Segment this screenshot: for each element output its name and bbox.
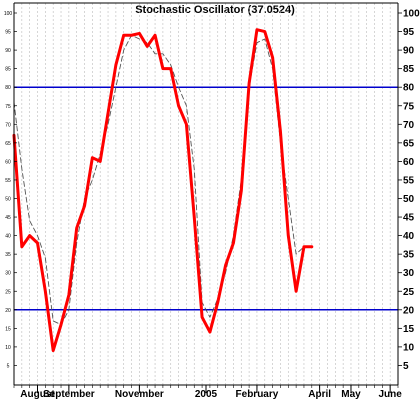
y-tick-label-right: 75 <box>403 101 415 112</box>
x-tick-label: 2005 <box>195 389 218 400</box>
y-tick-label-left: 45 <box>5 215 11 221</box>
y-tick-label-right: 55 <box>403 175 415 186</box>
y-tick-label-left: 50 <box>5 197 11 203</box>
x-tick-label: June <box>378 389 402 400</box>
y-tick-label-left: 75 <box>5 104 11 110</box>
y-tick-label-left: 25 <box>5 289 11 295</box>
y-tick-label-left: 90 <box>5 48 11 54</box>
x-tick-label: September <box>43 389 95 400</box>
x-tick-label: November <box>115 389 164 400</box>
y-tick-label-right: 80 <box>403 83 415 94</box>
y-tick-label-right: 25 <box>403 287 415 298</box>
y-tick-label-right: 50 <box>403 194 415 205</box>
y-tick-label-right: 5 <box>403 361 409 372</box>
y-tick-label-left: 95 <box>5 30 11 36</box>
y-tick-label-right: 30 <box>403 268 415 279</box>
y-tick-label-right: 100 <box>403 9 420 20</box>
y-tick-label-right: 45 <box>403 213 415 224</box>
y-tick-label-left: 65 <box>5 141 11 147</box>
y-axis-left: 5 10 15 20 25 30 35 40 45 50 55 60 65 70 75 80 85 90 95 100 <box>4 11 17 369</box>
y-tick-label-left: 10 <box>5 345 11 351</box>
y-tick-label-right: 95 <box>403 27 415 38</box>
y-tick-label-left: 20 <box>5 308 11 314</box>
y-tick-label-right: 15 <box>403 324 415 335</box>
series-lines <box>12 28 314 353</box>
y-tick-label-right: 65 <box>403 138 415 149</box>
y-tick-label-left: 80 <box>5 85 11 91</box>
y-tick-label-left: 85 <box>5 67 11 73</box>
x-tick-label: April <box>308 389 331 400</box>
chart-title: Stochastic Oscillator (37.0524) <box>135 4 295 16</box>
y-tick-label-left: 55 <box>5 178 11 184</box>
y-tick-label-left: 40 <box>5 234 11 240</box>
x-tick-label: February <box>236 389 279 400</box>
stochastic-line-solid <box>12 28 314 353</box>
x-tick-label: August <box>20 389 55 400</box>
x-tick-label: May <box>341 389 361 400</box>
y-tick-label-left: 5 <box>7 363 10 369</box>
y-tick-label-left: 30 <box>5 271 11 277</box>
y-tick-label-left: 100 <box>4 11 13 17</box>
y-tick-label-right: 20 <box>403 305 415 316</box>
y-tick-label-right: 70 <box>403 120 415 131</box>
y-tick-label-left: 35 <box>5 252 11 258</box>
y-tick-label-right: 40 <box>403 231 415 242</box>
y-tick-label-left: 15 <box>5 326 11 332</box>
y-tick-label-right: 60 <box>403 157 415 168</box>
y-tick-label-right: 90 <box>403 46 415 57</box>
y-tick-label-left: 60 <box>5 159 11 165</box>
y-tick-label-right: 10 <box>403 342 415 353</box>
y-tick-label-left: 70 <box>5 122 11 128</box>
y-tick-label-right: 35 <box>403 250 415 261</box>
y-tick-label-right: 85 <box>403 64 415 75</box>
y-axis-right: 5 10 15 20 25 30 35 40 45 50 55 60 65 70 75 80 85 90 95 100 <box>398 9 420 372</box>
